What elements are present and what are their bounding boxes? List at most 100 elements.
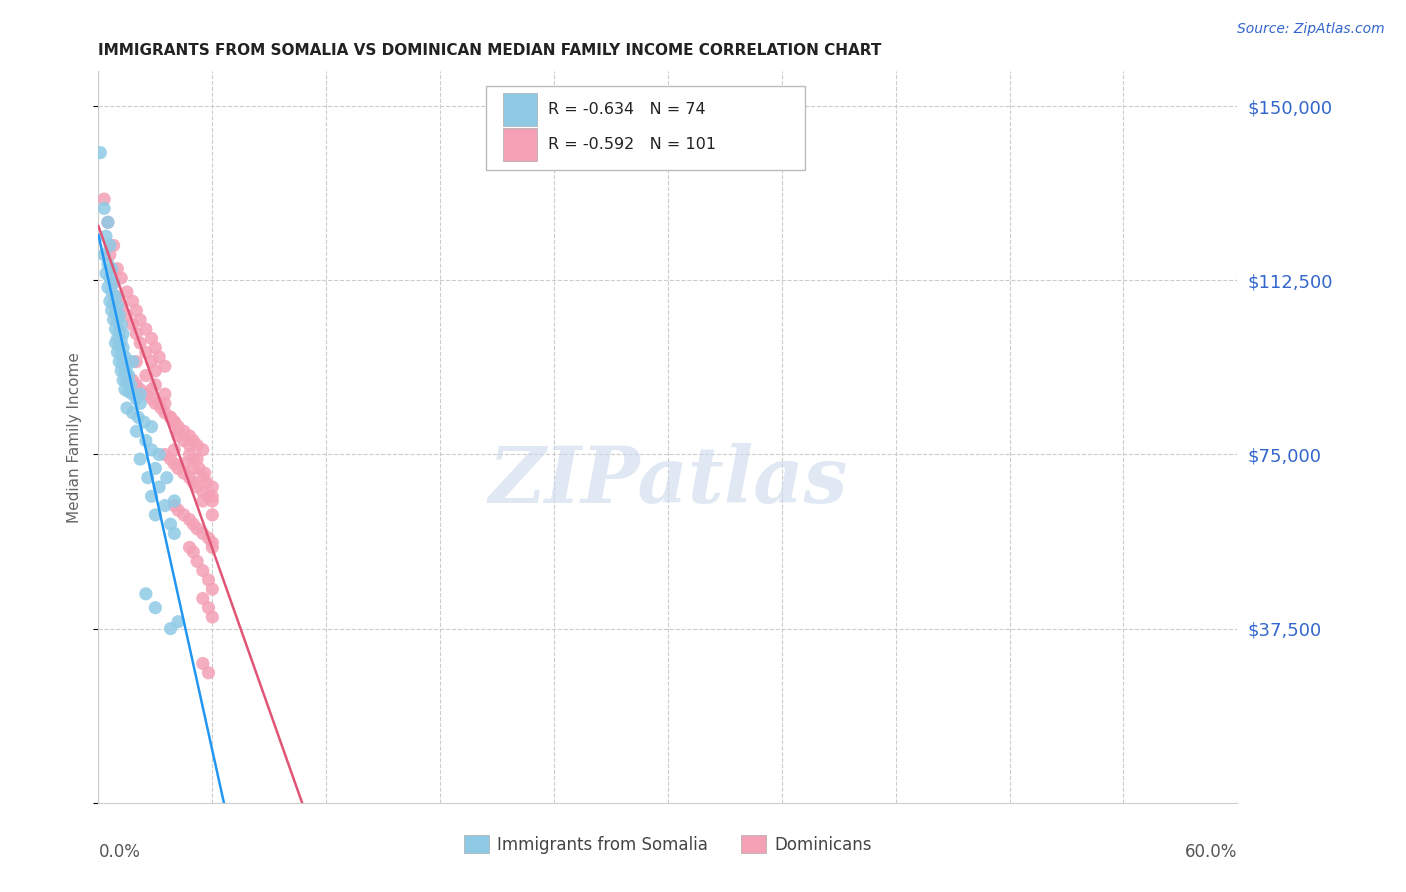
Immigrants from Somalia (148, 448, 170, 462)
Legend: Immigrants from Somalia, Dominicans: Immigrants from Somalia, Dominicans (457, 829, 879, 860)
Immigrants from Somalia (100, 261, 122, 276)
Immigrants from Somalia (110, 364, 132, 378)
Dominicans (110, 299, 132, 313)
Dominicans (167, 419, 190, 434)
Immigrants from Somalia (153, 499, 176, 513)
Dominicans (194, 466, 217, 480)
Immigrants from Somalia (141, 442, 163, 457)
Immigrants from Somalia (104, 322, 127, 336)
Dominicans (201, 489, 224, 503)
Immigrants from Somalia (107, 299, 129, 313)
Dominicans (145, 364, 167, 378)
Dominicans (141, 392, 163, 406)
Immigrants from Somalia (114, 366, 136, 380)
Immigrants from Somalia (135, 587, 157, 601)
Immigrants from Somalia (107, 345, 129, 359)
Dominicans (197, 600, 219, 615)
Dominicans (186, 480, 208, 494)
Immigrants from Somalia (97, 280, 120, 294)
Dominicans (98, 248, 121, 262)
Dominicans (179, 471, 201, 485)
Dominicans (191, 484, 214, 499)
Immigrants from Somalia (98, 271, 121, 285)
Immigrants from Somalia (104, 306, 127, 320)
Immigrants from Somalia (104, 290, 127, 304)
Dominicans (173, 424, 195, 438)
FancyBboxPatch shape (485, 86, 804, 170)
Immigrants from Somalia (108, 308, 131, 322)
Dominicans (179, 429, 201, 443)
Dominicans (153, 359, 176, 374)
Immigrants from Somalia (112, 341, 135, 355)
Dominicans (179, 512, 201, 526)
Immigrants from Somalia (125, 424, 148, 438)
Immigrants from Somalia (120, 377, 142, 392)
Immigrants from Somalia (103, 296, 125, 310)
Dominicans (153, 387, 176, 401)
Immigrants from Somalia (145, 600, 167, 615)
Immigrants from Somalia (103, 276, 125, 290)
Dominicans (201, 541, 224, 555)
Immigrants from Somalia (97, 257, 120, 271)
Dominicans (103, 276, 125, 290)
Dominicans (179, 448, 201, 462)
Dominicans (186, 452, 208, 467)
Dominicans (201, 480, 224, 494)
Dominicans (197, 531, 219, 545)
FancyBboxPatch shape (503, 93, 537, 126)
Immigrants from Somalia (145, 508, 167, 522)
Dominicans (163, 457, 186, 471)
Dominicans (141, 383, 163, 397)
Immigrants from Somalia (97, 215, 120, 229)
Dominicans (201, 610, 224, 624)
Immigrants from Somalia (104, 336, 127, 351)
Dominicans (125, 354, 148, 368)
Immigrants from Somalia (112, 357, 135, 371)
Immigrants from Somalia (129, 396, 152, 410)
Immigrants from Somalia (107, 331, 129, 345)
Immigrants from Somalia (110, 334, 132, 348)
Dominicans (183, 461, 205, 475)
Immigrants from Somalia (115, 376, 138, 390)
Dominicans (121, 373, 143, 387)
Immigrants from Somalia (163, 526, 186, 541)
Immigrants from Somalia (103, 313, 125, 327)
Immigrants from Somalia (145, 461, 167, 475)
Dominicans (201, 535, 224, 549)
Dominicans (183, 545, 205, 559)
Dominicans (183, 517, 205, 532)
Dominicans (201, 582, 224, 597)
Dominicans (97, 215, 120, 229)
Dominicans (197, 573, 219, 587)
Immigrants from Somalia (94, 266, 117, 280)
Immigrants from Somalia (98, 238, 121, 252)
Dominicans (125, 377, 148, 392)
Dominicans (163, 442, 186, 457)
Immigrants from Somalia (141, 489, 163, 503)
Dominicans (186, 554, 208, 568)
Dominicans (183, 434, 205, 448)
Immigrants from Somalia (108, 354, 131, 368)
Dominicans (159, 410, 181, 425)
Text: R = -0.592   N = 101: R = -0.592 N = 101 (548, 137, 717, 152)
Dominicans (153, 396, 176, 410)
Dominicans (183, 452, 205, 467)
Dominicans (167, 503, 190, 517)
Dominicans (186, 522, 208, 536)
Dominicans (121, 318, 143, 332)
Dominicans (115, 308, 138, 322)
Immigrants from Somalia (93, 202, 115, 216)
Immigrants from Somalia (121, 406, 143, 420)
Immigrants from Somalia (167, 615, 190, 629)
Dominicans (167, 424, 190, 438)
Dominicans (148, 350, 170, 364)
Text: R = -0.634   N = 74: R = -0.634 N = 74 (548, 102, 706, 117)
Immigrants from Somalia (108, 338, 131, 352)
Dominicans (103, 238, 125, 252)
Immigrants from Somalia (125, 392, 148, 406)
Dominicans (163, 415, 186, 429)
Dominicans (125, 326, 148, 341)
Dominicans (197, 665, 219, 680)
Dominicans (201, 494, 224, 508)
Dominicans (191, 564, 214, 578)
